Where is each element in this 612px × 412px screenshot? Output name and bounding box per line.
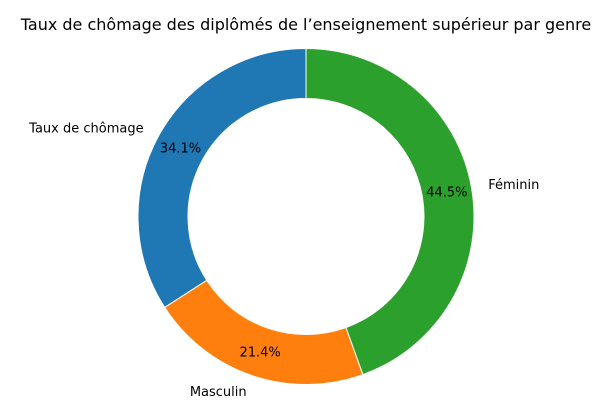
donut-slice-2 <box>164 279 364 385</box>
slice-percentage-label: 21.4% <box>239 345 280 360</box>
slice-percentage-label: 44.5% <box>426 185 467 200</box>
donut-wedges <box>137 47 475 385</box>
chart-title: Taux de chômage des diplômés de l’enseig… <box>20 15 591 34</box>
donut-labels: 34.1% Taux de chômage 21.4% Masculin 44.5% Fé… <box>28 121 539 400</box>
slice-category-label: Taux de chômage <box>28 121 143 136</box>
donut-slice-1 <box>137 47 307 309</box>
donut-slice-3 <box>305 47 475 376</box>
slice-category-label: Masculin <box>190 385 247 400</box>
slice-percentage-label: 34.1% <box>160 142 201 157</box>
slice-category-label: Féminin <box>488 178 539 193</box>
